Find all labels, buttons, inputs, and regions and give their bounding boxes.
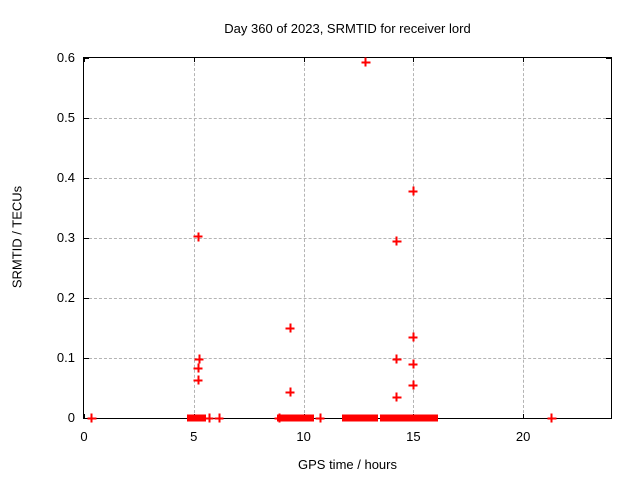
y-axis-tick <box>606 238 611 239</box>
y-axis-tick <box>606 358 611 359</box>
data-point-marker <box>87 413 97 423</box>
x-tick-label: 0 <box>80 429 88 444</box>
y-axis-tick <box>84 298 89 299</box>
y-tick-label: 0.2 <box>56 290 75 305</box>
x-tick-label: 10 <box>296 429 311 444</box>
y-axis-tick <box>84 58 89 59</box>
data-point-marker <box>547 413 557 423</box>
x-tick-label: 20 <box>515 429 531 444</box>
zero-run-bar <box>187 414 206 422</box>
data-point-marker <box>408 359 418 369</box>
x-axis-tick <box>523 58 525 62</box>
data-point-marker <box>204 413 214 423</box>
y-axis-tick <box>84 238 89 239</box>
data-point-marker <box>285 323 295 333</box>
x-axis-tick <box>413 58 415 62</box>
x-tick-label: 5 <box>190 429 198 444</box>
data-point-marker <box>194 354 204 364</box>
y-axis-tick <box>84 178 89 179</box>
y-tick-label: 0.5 <box>56 110 75 125</box>
zero-run-bar <box>341 414 379 422</box>
x-axis-tick <box>523 414 525 418</box>
data-point-marker <box>392 236 402 246</box>
x-tick-label: 15 <box>406 429 421 444</box>
data-point-marker <box>285 387 295 397</box>
zero-run-bar <box>380 414 405 422</box>
horizontal-gridline <box>84 178 611 179</box>
x-axis-tick <box>193 58 195 62</box>
horizontal-gridline <box>84 238 611 239</box>
y-tick-label: 0 <box>67 410 75 425</box>
y-tick-label: 0.6 <box>56 50 75 65</box>
plot-area <box>83 57 612 423</box>
data-point-marker <box>408 186 418 196</box>
x-axis-tick <box>303 58 305 62</box>
data-point-marker <box>392 354 402 364</box>
data-point-marker <box>214 413 224 423</box>
x-axis-tick <box>84 414 85 418</box>
y-axis-tick <box>606 298 611 299</box>
horizontal-gridline <box>84 298 611 299</box>
y-tick-label: 0.1 <box>56 350 75 365</box>
data-point-marker <box>392 392 402 402</box>
data-point-marker <box>408 332 418 342</box>
data-point-marker <box>193 363 203 373</box>
data-point-marker <box>193 232 203 242</box>
y-axis-tick <box>606 418 611 419</box>
data-point-marker <box>361 57 371 67</box>
data-point-marker <box>193 375 203 385</box>
zero-run-bar <box>404 414 438 422</box>
y-axis-tick <box>84 418 89 419</box>
horizontal-gridline <box>84 118 611 119</box>
y-tick-label: 0.3 <box>56 230 75 245</box>
y-axis-tick <box>606 178 611 179</box>
data-point-marker <box>274 413 284 423</box>
y-axis-tick <box>84 118 89 119</box>
data-point-marker <box>315 413 325 423</box>
y-axis-tick <box>84 358 89 359</box>
data-point-marker <box>408 380 418 390</box>
y-tick-label: 0.4 <box>56 170 75 185</box>
horizontal-gridline <box>84 358 611 359</box>
y-axis-tick <box>606 58 611 59</box>
y-axis-tick <box>606 118 611 119</box>
x-axis-label: GPS time / hours <box>298 457 397 472</box>
zero-run-bar <box>277 414 314 422</box>
x-axis-tick <box>84 58 85 62</box>
chart-title: Day 360 of 2023, SRMTID for receiver lor… <box>224 21 471 36</box>
